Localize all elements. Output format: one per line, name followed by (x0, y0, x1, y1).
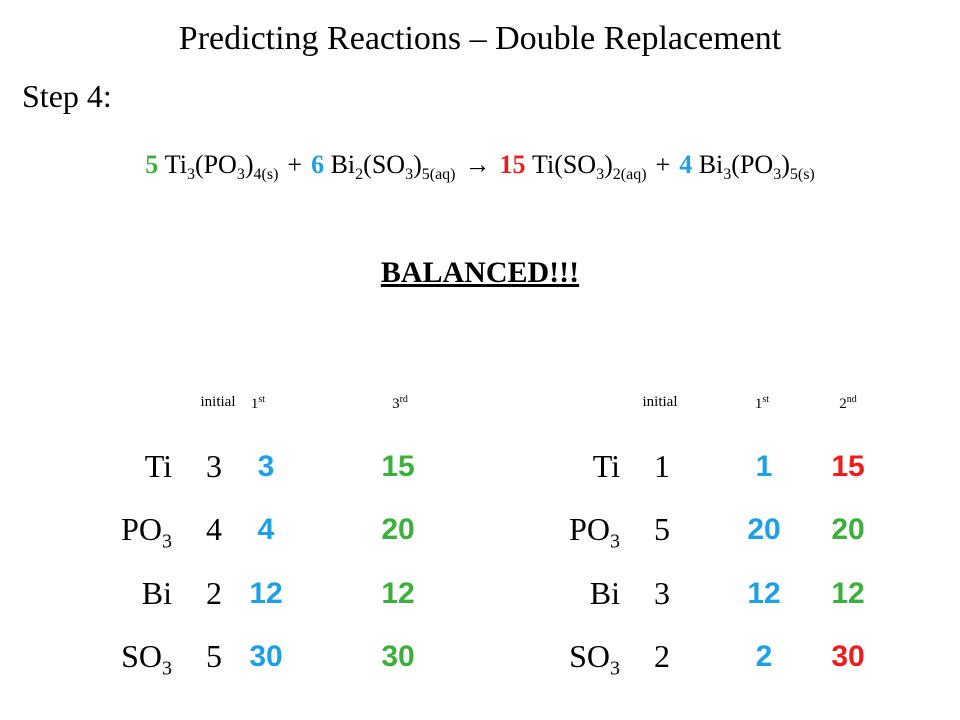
formula-text: SO (569, 638, 610, 674)
subscript: 5(s) (789, 166, 815, 184)
formula-text: Ti (144, 448, 172, 484)
subscript: 3 (773, 166, 782, 184)
cell-value: 4 (206, 511, 222, 547)
row-label: SO3 (569, 638, 620, 680)
row-label: Ti (145, 448, 172, 485)
superscript: st (258, 394, 266, 405)
column-header: 3rd (392, 394, 408, 413)
cell-value: 12 (831, 577, 865, 610)
formula-text: Ti (592, 448, 620, 484)
superscript: st (762, 394, 770, 405)
formula-text: ) (604, 150, 613, 179)
cell-value: 15 (381, 450, 415, 483)
step: Step 4: (22, 78, 112, 114)
cell-value: 1 (755, 450, 773, 483)
cell-value: 2 (654, 638, 670, 674)
cell-value: 2 (755, 640, 773, 673)
subscript: 3 (723, 166, 732, 184)
formula-text: (PO (731, 150, 774, 179)
subscript: 3 (610, 530, 620, 553)
formula-text: Ti(SO (532, 150, 597, 179)
cell-value: 4 (257, 513, 275, 546)
header-text: 2 (839, 396, 847, 412)
cell-value: 3 (257, 450, 275, 483)
formula-text: (PO (194, 150, 237, 179)
cell-value: 12 (747, 577, 781, 610)
subscript: 3 (596, 166, 605, 184)
cell-value: 5 (654, 511, 670, 547)
cell-value: 5 (206, 638, 222, 674)
cell-value: 30 (249, 640, 283, 673)
superscript: nd (846, 394, 857, 405)
operator: + (655, 150, 671, 179)
formula-text: PO (569, 511, 610, 547)
cell-value: 30 (831, 640, 865, 673)
header-text: initial (200, 394, 236, 410)
row-label: SO3 (121, 638, 172, 680)
formula-text: ) (781, 150, 790, 179)
cell-value: 30 (381, 640, 415, 673)
title: Predicting Reactions – Double Replacemen… (178, 20, 782, 57)
cell-value: 1 (654, 448, 670, 484)
subscript: 3 (236, 166, 245, 184)
subscript: 4(s) (253, 166, 279, 184)
formula-text: Bi (698, 150, 724, 179)
cell-value: 20 (747, 513, 781, 546)
subscript: 2(aq) (612, 166, 647, 184)
term: 4 Bi3(PO3)5(s) (679, 150, 815, 183)
status: BALANCED!!! (380, 256, 580, 289)
term: 6 Bi2(SO3)5(aq) (311, 150, 455, 183)
operator: + (287, 150, 303, 179)
header-text: initial (642, 394, 678, 410)
term: 15 Ti(SO3)2(aq) (499, 150, 647, 183)
superscript: rd (399, 394, 408, 405)
header-text: 3 (392, 396, 400, 412)
subscript: 3 (162, 657, 172, 680)
coefficient: 6 (311, 150, 325, 179)
cell-value: 12 (381, 577, 415, 610)
header-text: 1 (250, 396, 259, 412)
column-header: 2nd (839, 394, 857, 413)
coefficient: 4 (679, 150, 693, 179)
row-label: PO3 (121, 511, 172, 553)
row-label: Bi (142, 575, 172, 612)
term: 5 Ti3(PO3)4(s) (145, 150, 278, 183)
formula-text: ) (244, 150, 254, 179)
cell-value: 20 (381, 513, 415, 546)
row-label: PO3 (569, 511, 620, 553)
subscript: 5(aq) (421, 166, 456, 184)
column-header: initial (201, 394, 236, 411)
cell-value: 20 (831, 513, 865, 546)
equation: 5 Ti3(PO3)4(s) +6 Bi2(SO3)5(aq) → 15 Ti(SO3… (0, 150, 960, 184)
cell-value: 12 (249, 577, 283, 610)
formula-text: ) (413, 150, 422, 179)
column-header: initial (643, 394, 678, 411)
formula-text: Ti (164, 150, 187, 179)
column-header: 1st (755, 394, 769, 413)
cell-value: 15 (831, 450, 865, 483)
row-label: Ti (593, 448, 620, 485)
coefficient: 15 (499, 150, 526, 179)
subscript: 3 (405, 166, 414, 184)
coefficient: 5 (145, 150, 159, 179)
column-header: 1st (251, 394, 265, 413)
cell-value: 3 (206, 448, 222, 484)
formula-text: Bi (141, 575, 172, 611)
formula-text: Bi (589, 575, 620, 611)
row-label: Bi (590, 575, 620, 612)
formula-text: Bi (330, 150, 356, 179)
subscript: 2 (355, 166, 364, 184)
formula-text: PO (121, 511, 162, 547)
subscript: 3 (186, 166, 195, 184)
subscript: 3 (162, 530, 172, 553)
operator: → (464, 150, 491, 179)
subscript: 3 (610, 657, 620, 680)
header-text: 1 (754, 396, 763, 412)
cell-value: 3 (654, 575, 670, 611)
cell-value: 2 (206, 575, 222, 611)
formula-text: SO (121, 638, 162, 674)
formula-text: (SO (363, 150, 406, 179)
